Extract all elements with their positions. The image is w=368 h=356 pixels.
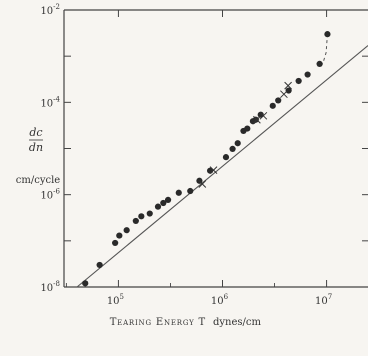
y-axis-label-numerator: dc [29,126,42,139]
data-point-circle [222,154,230,161]
data-point-circle [234,140,241,147]
x-tick-label: 106 [211,293,229,307]
data-point-circle [96,261,103,269]
data-point-circle [269,102,276,109]
x-tick-label: 105 [107,293,124,307]
data-points [82,31,331,287]
data-point-circle [116,232,123,239]
data-point-circle [324,31,331,38]
y-tick-label: 10-6 [40,188,60,202]
data-point-circle [175,189,182,196]
data-point-cross [209,166,218,174]
data-point-circle [132,217,139,225]
data-point-cross [284,81,292,90]
x-axis-label: Tearing Energy T [110,317,206,328]
y-axis-label-denominator: dn [29,141,43,154]
data-point-cross [253,115,261,124]
data-point-circle [187,187,194,195]
data-point-circle [252,116,259,123]
data-point-circle [229,145,236,153]
data-point-circle [295,77,302,85]
data-point-circle [138,213,145,220]
fit-line [76,45,368,288]
data-point-circle [244,125,251,132]
data-point-cross [198,180,207,188]
y-tick-label: 10-2 [40,3,60,17]
y-axis-units: cm/cycle [16,175,61,186]
data-point-circle [112,239,119,247]
data-point-cross [280,90,288,99]
x-tick-label: 107 [315,293,332,307]
x-axis-units: dynes/cm [213,317,262,328]
data-point-cross [259,111,268,120]
data-point-circle [164,196,172,204]
data-point-circle [285,87,292,94]
data-point-circle [304,71,311,78]
tick-labels: 105 106 107 10-2 10-4 10-6 10-8 [40,3,332,307]
data-point-circle [146,210,153,217]
axis-ticks [64,9,368,288]
data-point-circle [123,227,130,234]
y-tick-label: 10-8 [40,280,60,294]
data-point-circle [82,280,89,287]
data-point-circle [154,203,162,210]
data-point-circle [160,199,167,207]
data-point-circle [275,97,282,104]
y-tick-label: 10-4 [40,95,60,109]
data-point-circle [316,60,323,67]
